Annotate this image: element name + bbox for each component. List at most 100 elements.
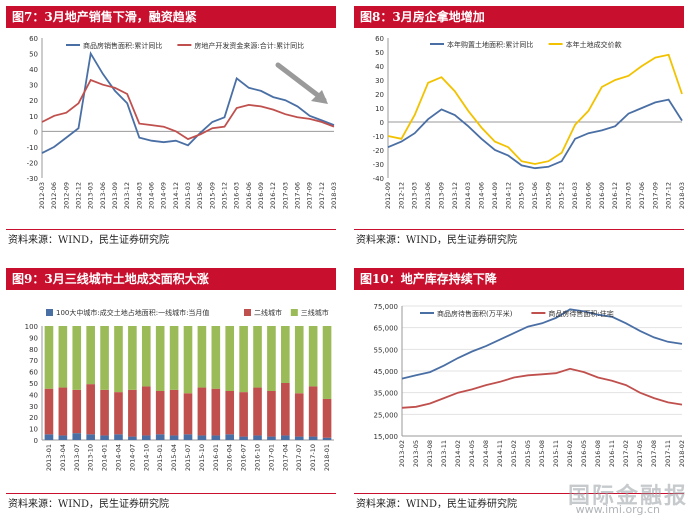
x-tick-label: 2014-09 (160, 182, 168, 209)
bar-segment (58, 326, 68, 388)
y-tick-label: 20 (29, 414, 38, 422)
y-tick-label: 30 (375, 77, 384, 85)
y-tick-label: 50 (375, 49, 384, 57)
y-tick-label: -20 (373, 147, 384, 155)
y-tick-label: 80 (29, 346, 38, 354)
x-tick-label: 2013-03 (87, 182, 95, 209)
y-tick-label: 55,000 (374, 346, 399, 354)
legend-label: 本年购置土地面积:累计同比 (447, 40, 533, 49)
bar-segment (86, 326, 95, 385)
chart-title-2: 图8：3月房企拿地增加 (354, 6, 684, 28)
bar-segment (225, 434, 235, 440)
trend-arrow-shaft (275, 62, 327, 103)
x-tick-label: 2012-09 (62, 182, 70, 209)
bar-segment (281, 383, 290, 436)
legend-label: 二线城市 (254, 308, 282, 317)
legend-label: 商品房待售面积:住宅 (548, 309, 613, 318)
legend-label: 房地产开发资金来源:合计:累计同比 (194, 41, 304, 50)
y-tick-label: 10 (29, 426, 38, 434)
bar-segment (155, 434, 165, 440)
bar-segment (294, 393, 304, 437)
legend-label: 本年土地成交价款 (566, 40, 622, 49)
x-tick-label: 2016-09 (257, 182, 265, 209)
bar-segment (86, 384, 95, 435)
source-label-4: 资料来源：WIND，民生证券研究院 (356, 499, 517, 510)
y-tick-label: 0 (34, 128, 38, 136)
y-tick-label: 35,000 (374, 390, 399, 398)
bar-segment (225, 326, 235, 391)
x-tick-label: 2017-06 (294, 182, 302, 209)
x-tick-label: 2015-04 (170, 444, 178, 471)
x-tick-label: 2016-08 (594, 440, 602, 467)
bar-segment (294, 436, 304, 440)
x-tick-label: 2017-12 (665, 182, 673, 209)
x-tick-label: 2013-11 (440, 440, 448, 467)
x-tick-label: 2014-11 (496, 440, 504, 467)
y-tick-label: -30 (373, 161, 384, 169)
x-tick-label: 2016-06 (584, 182, 592, 209)
y-tick-label: -30 (27, 175, 38, 183)
x-tick-label: 2015-10 (198, 444, 206, 471)
y-tick-label: 20 (375, 91, 384, 99)
y-tick-label: -10 (373, 133, 384, 141)
y-tick-label: 15,000 (374, 433, 399, 441)
x-tick-label: 2017-05 (636, 440, 644, 467)
bar-segment (239, 326, 248, 393)
x-tick-label: 2015-11 (552, 440, 560, 467)
x-tick-label: 2015-12 (558, 182, 566, 209)
bar-segment (225, 390, 235, 435)
x-tick-label: 2013-02 (398, 440, 406, 467)
x-tick-label: 2015-08 (538, 440, 546, 467)
bar-segment (267, 326, 276, 391)
x-tick-label: 2017-09 (306, 182, 314, 209)
bar-segment (281, 435, 290, 440)
bar-segment (100, 389, 109, 436)
series-line (401, 308, 683, 380)
bar-segment (322, 437, 332, 440)
y-tick-label: 10 (375, 105, 384, 113)
x-tick-label: 2016-01 (212, 444, 220, 471)
x-tick-label: 2013-01 (45, 444, 53, 471)
x-tick-label: 2012-09 (384, 182, 392, 209)
bar-segment (128, 436, 137, 440)
bar-segment (253, 387, 262, 436)
y-tick-label: 0 (34, 437, 38, 445)
legend-swatch (244, 309, 251, 316)
watermark-url: www.imi.org.cn (575, 503, 660, 516)
x-tick-label: 2017-12 (318, 182, 326, 209)
series-line (41, 51, 335, 154)
x-tick-label: 2013-12 (123, 182, 131, 209)
bar-segment (169, 326, 179, 390)
y-tick-label: 90 (29, 334, 38, 342)
x-tick-label: 2014-07 (128, 444, 136, 471)
bar-segment (183, 393, 193, 435)
chart-panel-4: 图10：地产库存持续下降 15,000 25,000 35,000 45,000 55,… (354, 262, 694, 520)
bar-segment (322, 398, 332, 438)
bar-segment (294, 326, 304, 394)
x-tick-label: 2016-11 (608, 440, 616, 467)
x-tick-label: 2017-01 (267, 444, 275, 471)
bar-segment (211, 435, 221, 440)
y-tick-label: 100 (25, 323, 38, 331)
x-tick-label: 2016-09 (598, 182, 606, 209)
chart-title-1: 图7：3月地产销售下滑，融资趋紧 (6, 6, 336, 28)
legend-swatch (290, 309, 298, 316)
x-tick-label: 2016-05 (580, 440, 588, 467)
bar-segment (197, 326, 207, 388)
x-tick-label: 2013-03 (411, 182, 419, 209)
y-tick-label: 45,000 (374, 368, 399, 376)
x-tick-label: 2017-04 (281, 444, 289, 471)
legend-swatch (46, 309, 53, 316)
x-tick-label: 2014-03 (135, 182, 143, 209)
x-tick-label: 2017-08 (650, 440, 658, 467)
bar-segment (155, 390, 165, 435)
x-tick-label: 2013-10 (87, 444, 95, 471)
y-tick-label: 60 (29, 369, 38, 377)
bar-segment (322, 326, 332, 399)
y-tick-label: 30 (29, 403, 38, 411)
chart-4: 15,000 25,000 35,000 45,000 55,000 65,000 75,0… (374, 303, 687, 467)
x-tick-label: 2017-09 (651, 182, 659, 209)
x-tick-label: 2013-07 (73, 444, 81, 471)
x-tick-label: 2013-04 (59, 444, 67, 471)
legend-label: 商品房待售面积(万平米) (437, 309, 513, 318)
